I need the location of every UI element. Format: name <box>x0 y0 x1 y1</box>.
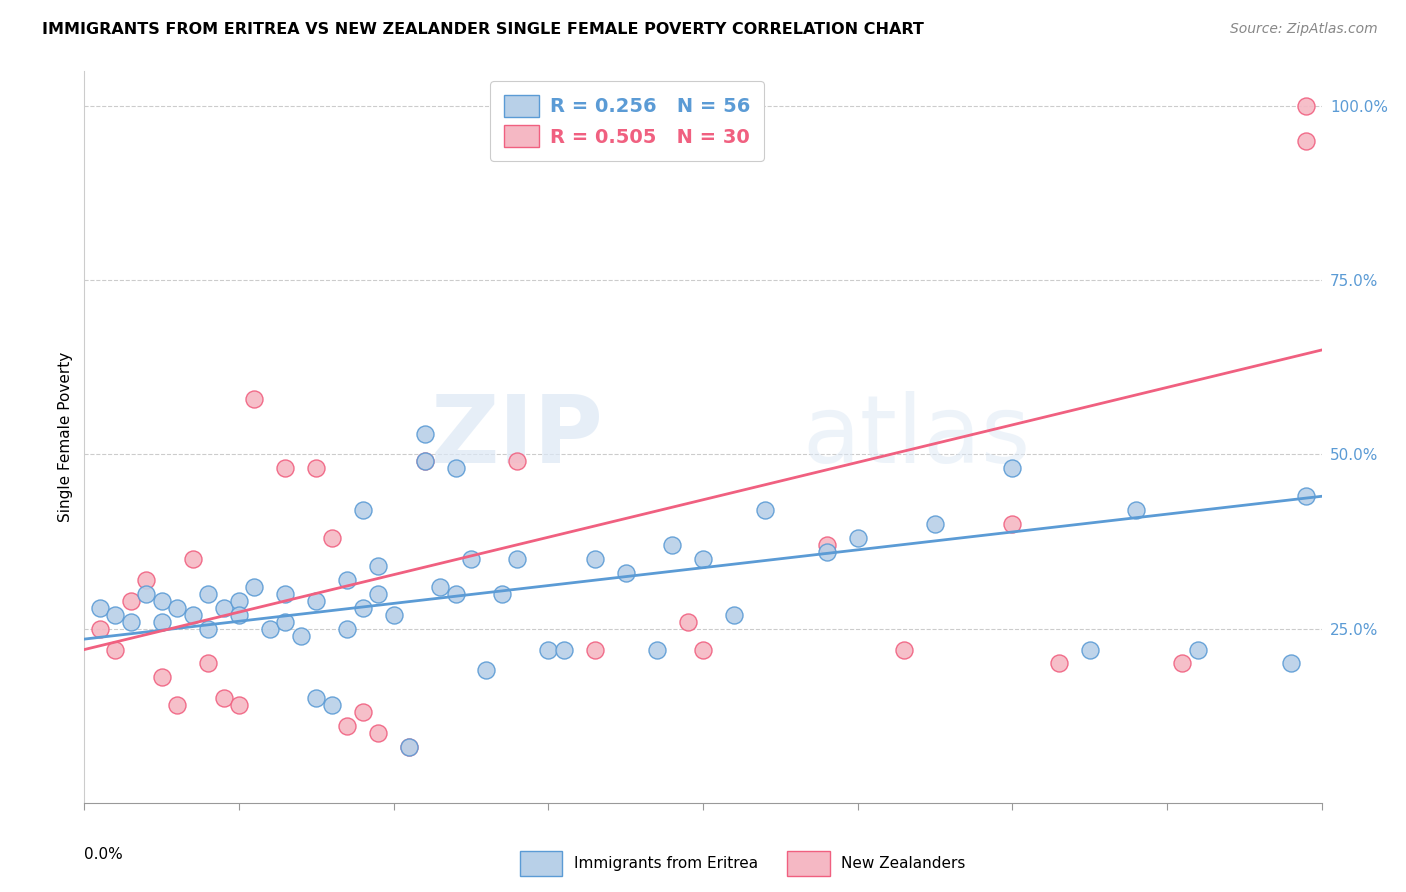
Point <box>1187 642 1209 657</box>
Point <box>460 552 482 566</box>
Point <box>506 454 529 468</box>
Point <box>815 538 838 552</box>
Legend: R = 0.256   N = 56, R = 0.505   N = 30: R = 0.256 N = 56, R = 0.505 N = 30 <box>491 81 765 161</box>
Point <box>398 740 420 755</box>
Point <box>150 594 173 608</box>
Point <box>352 600 374 615</box>
Point <box>305 691 328 706</box>
Point <box>661 538 683 552</box>
Point <box>181 607 204 622</box>
Point <box>1001 517 1024 532</box>
Text: New Zealanders: New Zealanders <box>841 856 965 871</box>
Point <box>120 615 142 629</box>
Point <box>475 664 498 678</box>
Point <box>135 573 157 587</box>
Point <box>352 503 374 517</box>
Point <box>413 454 436 468</box>
Point <box>444 587 467 601</box>
Point <box>676 615 699 629</box>
Point <box>197 587 219 601</box>
Point <box>321 698 343 713</box>
Point <box>336 719 359 733</box>
Point <box>181 552 204 566</box>
Point <box>243 580 266 594</box>
Point <box>1279 657 1302 671</box>
Point <box>290 629 312 643</box>
Point <box>692 642 714 657</box>
Point <box>754 503 776 517</box>
Point <box>645 642 668 657</box>
Point <box>336 622 359 636</box>
Point <box>553 642 575 657</box>
Point <box>197 657 219 671</box>
Point <box>924 517 946 532</box>
Point <box>846 531 869 545</box>
Point <box>398 740 420 755</box>
Point <box>382 607 405 622</box>
Text: IMMIGRANTS FROM ERITREA VS NEW ZEALANDER SINGLE FEMALE POVERTY CORRELATION CHART: IMMIGRANTS FROM ERITREA VS NEW ZEALANDER… <box>42 22 924 37</box>
Text: ZIP: ZIP <box>432 391 605 483</box>
Point <box>228 698 250 713</box>
Point <box>1295 99 1317 113</box>
Point <box>1125 503 1147 517</box>
Text: 0.0%: 0.0% <box>84 847 124 862</box>
Text: Source: ZipAtlas.com: Source: ZipAtlas.com <box>1230 22 1378 37</box>
Point <box>352 705 374 719</box>
Point <box>89 622 111 636</box>
Point <box>212 600 235 615</box>
Point <box>413 426 436 441</box>
Point <box>104 642 127 657</box>
Point <box>321 531 343 545</box>
Point <box>367 726 389 740</box>
Point <box>429 580 451 594</box>
Point <box>274 461 297 475</box>
Point <box>228 607 250 622</box>
Point <box>367 587 389 601</box>
Point <box>305 461 328 475</box>
Point <box>614 566 637 580</box>
Point <box>120 594 142 608</box>
Point <box>274 587 297 601</box>
Point <box>692 552 714 566</box>
Point <box>413 454 436 468</box>
Point <box>444 461 467 475</box>
Y-axis label: Single Female Poverty: Single Female Poverty <box>58 352 73 522</box>
Point <box>259 622 281 636</box>
Point <box>150 615 173 629</box>
Point <box>723 607 745 622</box>
Point <box>893 642 915 657</box>
Point <box>1295 134 1317 148</box>
Point <box>506 552 529 566</box>
Text: Immigrants from Eritrea: Immigrants from Eritrea <box>574 856 758 871</box>
Point <box>197 622 219 636</box>
Point <box>1078 642 1101 657</box>
Point <box>166 698 188 713</box>
Point <box>150 670 173 684</box>
Point <box>243 392 266 406</box>
Point <box>336 573 359 587</box>
Point <box>1171 657 1194 671</box>
Point <box>537 642 560 657</box>
Point <box>367 558 389 573</box>
Point <box>305 594 328 608</box>
Point <box>815 545 838 559</box>
Point <box>583 552 606 566</box>
Point <box>491 587 513 601</box>
Text: atlas: atlas <box>801 391 1031 483</box>
Point <box>1047 657 1070 671</box>
Point <box>166 600 188 615</box>
Point <box>104 607 127 622</box>
Point <box>1001 461 1024 475</box>
Point <box>1295 489 1317 503</box>
Point <box>135 587 157 601</box>
Point <box>212 691 235 706</box>
Point <box>583 642 606 657</box>
Point <box>89 600 111 615</box>
Point <box>228 594 250 608</box>
Point <box>274 615 297 629</box>
